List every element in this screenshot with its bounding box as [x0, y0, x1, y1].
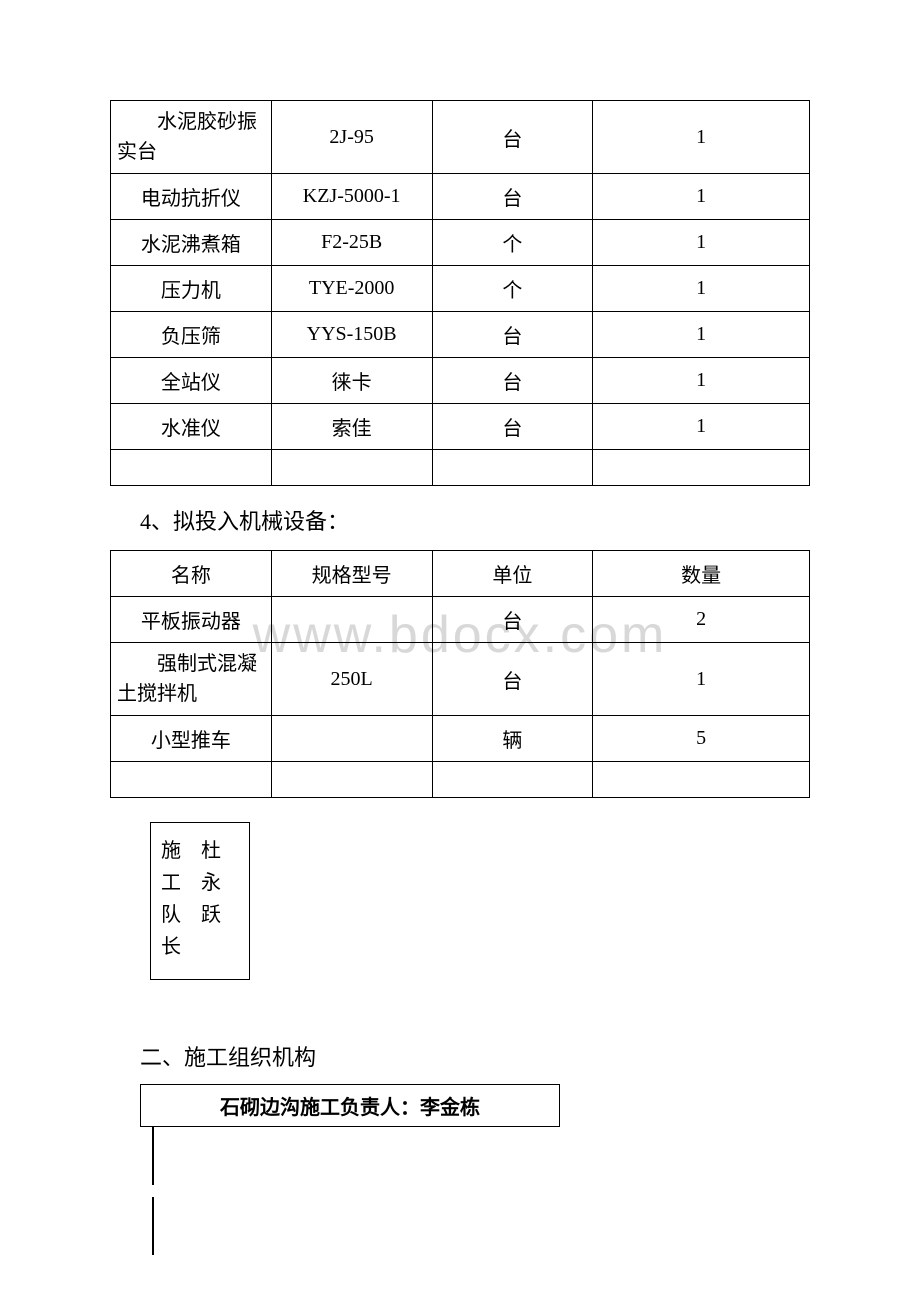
cell-spec [271, 716, 432, 762]
cell-spec: 索佳 [271, 404, 432, 450]
cell-spec: F2-25B [271, 220, 432, 266]
table-row: 小型推车 辆 5 [111, 716, 810, 762]
cell-empty [593, 450, 810, 486]
table-row: 电动抗折仪 KZJ-5000-1 台 1 [111, 174, 810, 220]
header-qty: 数量 [593, 551, 810, 597]
header-name: 名称 [111, 551, 272, 597]
equipment-table-1: 水泥胶砂振实台 2J-95 台 1 电动抗折仪 KZJ-5000-1 台 1 水… [110, 100, 810, 486]
org-box-name: 杜永跃 [201, 835, 221, 931]
responsible-person-box: 石砌边沟施工负责人：李金栋 [140, 1084, 560, 1127]
cell-name: 小型推车 [111, 716, 272, 762]
cell-spec: TYE-2000 [271, 266, 432, 312]
cell-qty: 1 [593, 312, 810, 358]
cell-unit: 个 [432, 220, 593, 266]
cell-unit: 台 [432, 404, 593, 450]
cell-empty [593, 762, 810, 798]
cell-spec: 2J-95 [271, 101, 432, 174]
cell-unit: 台 [432, 101, 593, 174]
cell-name: 水准仪 [111, 404, 272, 450]
vertical-line-icon [152, 1127, 154, 1185]
cell-spec: KZJ-5000-1 [271, 174, 432, 220]
cell-name: 水泥胶砂振实台 [111, 101, 272, 174]
table-row: 压力机 TYE-2000 个 1 [111, 266, 810, 312]
org-box-team-leader: 施工队长 杜永跃 [150, 822, 250, 980]
cell-qty: 1 [593, 266, 810, 312]
heading-organization: 二、施工组织机构 [140, 1040, 810, 1072]
table-row: 水泥沸煮箱 F2-25B 个 1 [111, 220, 810, 266]
cell-name: 全站仪 [111, 358, 272, 404]
cell-name: 水泥沸煮箱 [111, 220, 272, 266]
content-layer: 水泥胶砂振实台 2J-95 台 1 电动抗折仪 KZJ-5000-1 台 1 水… [110, 100, 810, 1255]
heading-machinery: 4、拟投入机械设备： [140, 504, 810, 536]
cell-spec: YYS-150B [271, 312, 432, 358]
cell-spec: 250L [271, 643, 432, 716]
cell-unit: 台 [432, 358, 593, 404]
cell-name: 负压筛 [111, 312, 272, 358]
cell-empty [111, 762, 272, 798]
cell-spec [271, 597, 432, 643]
cell-empty [111, 450, 272, 486]
cell-name: 电动抗折仪 [111, 174, 272, 220]
header-unit: 单位 [432, 551, 593, 597]
vertical-line-icon [152, 1197, 154, 1255]
cell-qty: 1 [593, 220, 810, 266]
cell-qty: 1 [593, 358, 810, 404]
cell-unit: 台 [432, 174, 593, 220]
cell-qty: 1 [593, 404, 810, 450]
table-header-row: 名称 规格型号 单位 数量 [111, 551, 810, 597]
cell-unit: 个 [432, 266, 593, 312]
table-row: 平板振动器 台 2 [111, 597, 810, 643]
table-row-empty [111, 762, 810, 798]
cell-name: 压力机 [111, 266, 272, 312]
cell-unit: 台 [432, 643, 593, 716]
table-row: 强制式混凝土搅拌机 250L 台 1 [111, 643, 810, 716]
table-row: 负压筛 YYS-150B 台 1 [111, 312, 810, 358]
cell-empty [271, 450, 432, 486]
cell-qty: 1 [593, 101, 810, 174]
cell-spec: 徕卡 [271, 358, 432, 404]
cell-empty [271, 762, 432, 798]
cell-empty [432, 762, 593, 798]
cell-unit: 台 [432, 597, 593, 643]
cell-unit: 台 [432, 312, 593, 358]
table-row: 水准仪 索佳 台 1 [111, 404, 810, 450]
cell-name: 强制式混凝土搅拌机 [111, 643, 272, 716]
cell-qty: 5 [593, 716, 810, 762]
header-spec: 规格型号 [271, 551, 432, 597]
cell-unit: 辆 [432, 716, 593, 762]
machinery-table-2: 名称 规格型号 单位 数量 平板振动器 台 2 强制式混凝土搅拌机 250L 台… [110, 550, 810, 798]
cell-qty: 2 [593, 597, 810, 643]
vline-container [152, 1127, 810, 1255]
cell-name: 平板振动器 [111, 597, 272, 643]
cell-qty: 1 [593, 174, 810, 220]
cell-qty: 1 [593, 643, 810, 716]
cell-empty [432, 450, 593, 486]
table-row-empty [111, 450, 810, 486]
table-row: 全站仪 徕卡 台 1 [111, 358, 810, 404]
table-row: 水泥胶砂振实台 2J-95 台 1 [111, 101, 810, 174]
org-box-role: 施工队长 [161, 835, 181, 963]
